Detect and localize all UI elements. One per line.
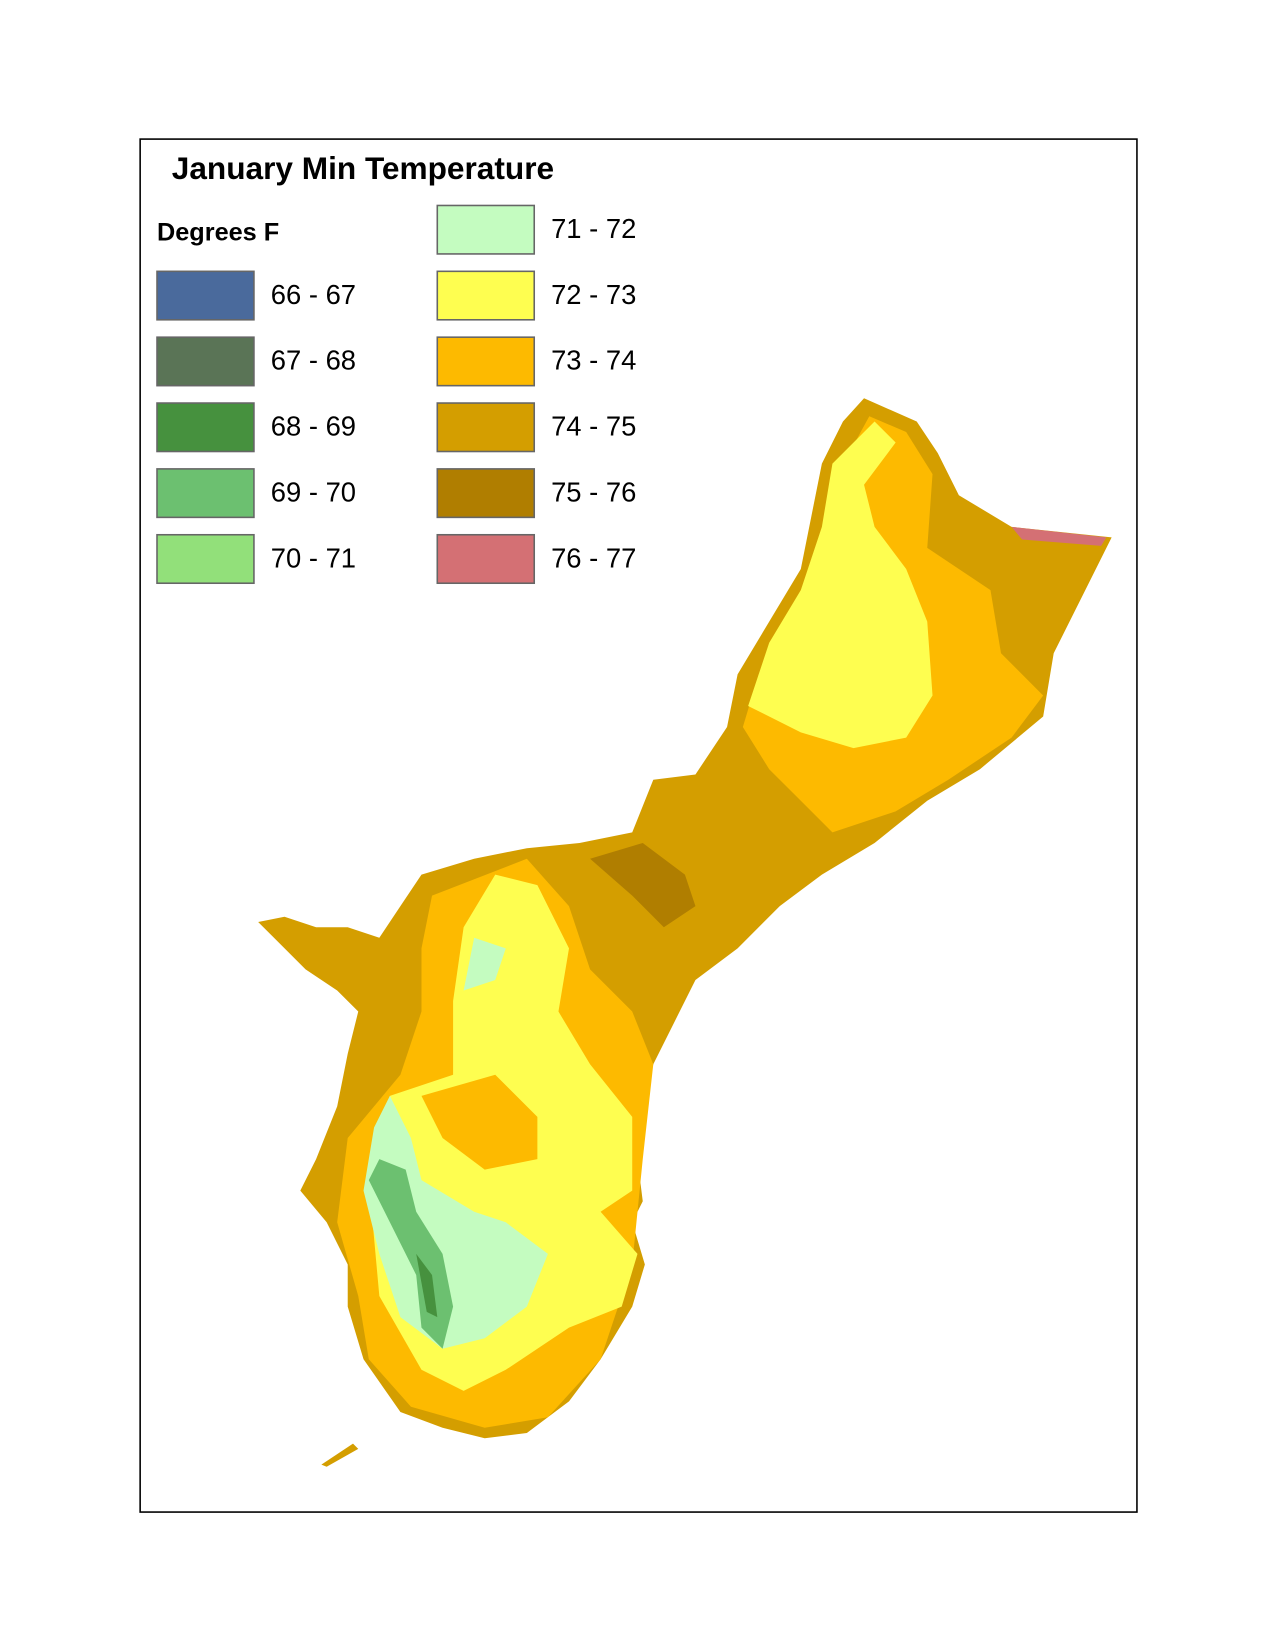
- legend-label: 66 - 67: [271, 279, 356, 310]
- zone: [321, 1443, 359, 1467]
- legend-swatch: [436, 336, 536, 387]
- zone: [590, 842, 696, 928]
- legend-label: 76 - 77: [551, 542, 636, 573]
- legend-swatch: [156, 270, 255, 321]
- legend-label: 73 - 74: [551, 345, 636, 376]
- zone: [748, 421, 933, 749]
- legend-swatch: [436, 270, 536, 321]
- zone: [1011, 526, 1107, 546]
- legend-label: 70 - 71: [271, 542, 356, 573]
- legend-swatch: [156, 402, 255, 453]
- legend-label: 75 - 76: [551, 476, 636, 507]
- legend-label: 68 - 69: [271, 411, 356, 442]
- map-title: January Min Temperature: [172, 150, 554, 186]
- legend-swatch: [436, 468, 536, 519]
- map-layout: January Min Temperature Degrees F 66 - 6…: [139, 138, 1138, 1513]
- legend-swatch: [156, 533, 255, 585]
- legend-label: 69 - 70: [271, 476, 356, 507]
- legend-label: 67 - 68: [271, 345, 356, 376]
- legend-swatch: [436, 204, 536, 255]
- legend-label: 74 - 75: [551, 411, 636, 442]
- legend-label: 71 - 72: [551, 213, 636, 244]
- legend-swatch: [436, 402, 536, 453]
- legend-label: 72 - 73: [551, 279, 636, 310]
- zone: [421, 1074, 538, 1170]
- legend: 66 - 67 67 - 68 68 - 69 69 - 70 70 - 71 71 - …: [156, 204, 636, 585]
- island: [258, 398, 1112, 1467]
- zone: [416, 1253, 438, 1318]
- legend-title: Degrees F: [157, 219, 279, 247]
- legend-swatch: [156, 336, 255, 387]
- legend-swatch: [436, 533, 536, 585]
- legend-swatch: [156, 468, 255, 519]
